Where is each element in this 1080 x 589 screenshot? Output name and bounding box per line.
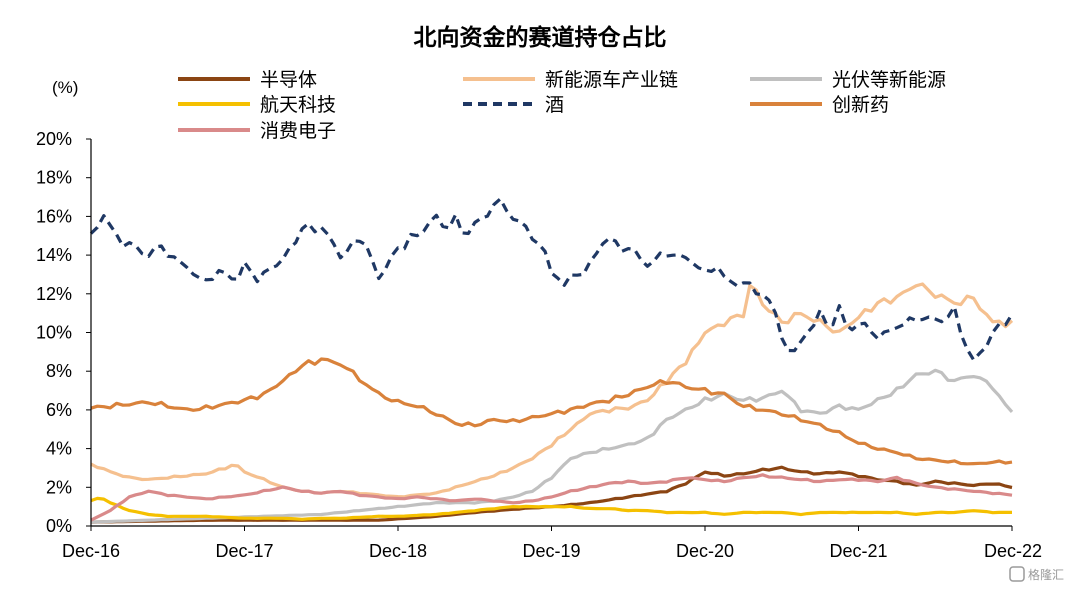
series-line bbox=[89, 197, 1014, 362]
watermark-text: 格隆汇 bbox=[1028, 567, 1064, 582]
chart-title: 北向资金的赛道持仓占比 bbox=[414, 24, 667, 51]
series-line bbox=[90, 282, 1014, 499]
legend-label: 消费电子 bbox=[260, 120, 336, 142]
watermark: 格隆汇 bbox=[1009, 566, 1064, 582]
series-line bbox=[90, 473, 1013, 522]
legend-label: 光伏等新能源 bbox=[832, 69, 946, 91]
y-tick-label: 4% bbox=[46, 439, 72, 459]
y-tick-label: 6% bbox=[46, 400, 72, 420]
legend-item: 航天科技 bbox=[178, 94, 336, 116]
watermark-icon bbox=[1009, 566, 1025, 582]
legend-label: 酒 bbox=[545, 94, 564, 116]
legend-label: 创新药 bbox=[832, 94, 889, 116]
series-line bbox=[90, 496, 1012, 521]
x-tick-label: Dec-21 bbox=[829, 541, 887, 561]
y-tick-label: 18% bbox=[36, 168, 72, 188]
legend-item: 创新药 bbox=[750, 94, 889, 116]
y-axis-unit-label: (%) bbox=[52, 78, 78, 97]
series-line bbox=[90, 357, 1013, 466]
x-tick-label: Dec-18 bbox=[369, 541, 427, 561]
y-tick-label: 14% bbox=[36, 245, 72, 265]
x-tick-label: Dec-16 bbox=[62, 541, 120, 561]
series-layer bbox=[89, 197, 1014, 524]
x-tick-label: Dec-22 bbox=[984, 541, 1042, 561]
legend-label: 新能源车产业链 bbox=[545, 69, 678, 91]
x-tick-label: Dec-20 bbox=[676, 541, 734, 561]
x-tick-label: Dec-17 bbox=[215, 541, 273, 561]
legend-label: 航天科技 bbox=[260, 94, 336, 116]
legend-item: 酒 bbox=[463, 94, 564, 116]
axis-lines bbox=[90, 139, 1012, 527]
legend-item: 半导体 bbox=[178, 69, 317, 91]
y-tick-label: 2% bbox=[46, 477, 72, 497]
x-tick-label: Dec-19 bbox=[522, 541, 580, 561]
legend-item: 消费电子 bbox=[178, 120, 336, 142]
legend-item: 光伏等新能源 bbox=[750, 69, 946, 91]
y-tick-label: 16% bbox=[36, 206, 72, 226]
y-tick-label: 0% bbox=[46, 516, 72, 536]
y-tick-label: 10% bbox=[36, 323, 72, 343]
x-axis: Dec-16 Dec-17 Dec-18 Dec-19 Dec-20 Dec-21 Dec-… bbox=[62, 526, 1042, 561]
y-tick-label: 8% bbox=[46, 361, 72, 381]
legend-item: 新能源车产业链 bbox=[463, 69, 678, 91]
y-axis: 0% 2% 4% 6% 8% 10% 12% 14% 16% 18% 20% bbox=[36, 129, 91, 536]
legend-label: 半导体 bbox=[260, 69, 317, 91]
y-tick-label: 20% bbox=[36, 129, 72, 149]
y-tick-label: 12% bbox=[36, 284, 72, 304]
